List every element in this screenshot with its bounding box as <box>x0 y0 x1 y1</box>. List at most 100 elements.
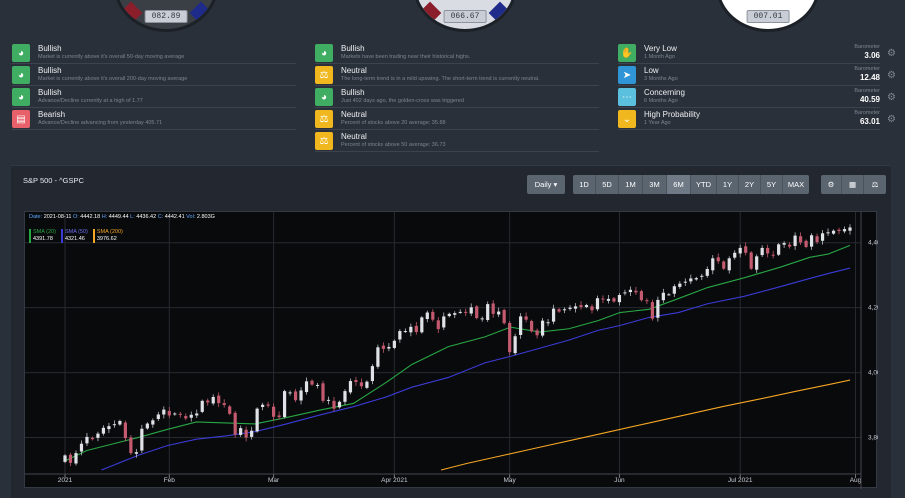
sma-line-2 <box>440 379 851 471</box>
range-button-3m[interactable]: 3M <box>643 175 667 194</box>
indicator-item[interactable]: ⌄ High Probability 1 Year Ago Barometer 63… <box>618 110 880 130</box>
candle-body <box>156 414 160 420</box>
indicator-desc: Advance/Decline advancing from yesterday… <box>38 120 163 126</box>
range-button-max[interactable]: MAX <box>783 175 809 194</box>
candle-body <box>798 236 803 243</box>
gear-icon[interactable]: ⚙ <box>887 92 896 103</box>
candle-body <box>530 320 534 332</box>
sma-line-0 <box>64 244 851 462</box>
indicator-item[interactable]: ✋ Very Low 1 Month Ago Barometer 3.06 <box>618 44 880 64</box>
candle-body <box>112 424 117 426</box>
candle-body <box>628 289 633 293</box>
calculator-button[interactable]: ▦ <box>842 175 864 194</box>
x-tick-label: Jul 2021 <box>728 477 753 484</box>
balance-button[interactable]: ⚖ <box>864 175 886 194</box>
indicator-item[interactable]: ◕ Bullish Market is currently above it's … <box>12 66 187 86</box>
candle-body <box>486 304 490 320</box>
indicator-label: Neutral <box>341 132 367 141</box>
x-tick-label: Aug <box>850 477 862 484</box>
candle-body <box>788 244 792 247</box>
candle-body <box>733 252 737 258</box>
settings-button[interactable]: ⚙ <box>821 175 842 194</box>
divider <box>618 129 880 130</box>
divider <box>618 85 880 86</box>
indicator-item[interactable]: ⚖ Neutral Percent of stocks above 20 aver… <box>315 110 446 130</box>
divider <box>315 63 599 64</box>
stock-chart[interactable]: 4,400 4,200 4,000 3,800 2021 Feb Mar Apr 2021 Ma… <box>24 211 878 489</box>
indicator-item[interactable]: ◕ Bullish Just 402 days ago, the golden-c… <box>315 88 464 108</box>
balance-icon: ⚖ <box>315 110 333 128</box>
candle-body <box>777 244 781 255</box>
close-value: 4442.41 <box>164 214 185 220</box>
candle-body <box>387 346 391 349</box>
gauge-readout: 007.01 <box>746 10 790 23</box>
x-tick-label: May <box>504 477 517 484</box>
candle-body <box>793 235 797 246</box>
candle-body <box>749 252 753 269</box>
candle-body <box>85 436 89 444</box>
legend-value: 4391.78 <box>33 235 53 242</box>
candle-body <box>337 401 342 408</box>
open-label: O: <box>72 214 79 220</box>
range-button-1d[interactable]: 1D <box>573 175 596 194</box>
rocket-icon: ➤ <box>618 66 636 84</box>
barometer: Barometer 40.59 <box>854 88 880 104</box>
candle-body <box>606 298 611 301</box>
range-button-ytd[interactable]: YTD <box>691 175 717 194</box>
barometer-label: Barometer <box>854 44 880 50</box>
indicator-item[interactable]: ◕ Bullish Market is currently above it's … <box>12 44 184 64</box>
indicator-label: Neutral <box>341 66 367 75</box>
range-button-2y[interactable]: 2Y <box>739 175 761 194</box>
balance-icon: ⚖ <box>315 66 333 84</box>
candle-body <box>656 299 660 318</box>
indicator-item[interactable]: ◕ Bullish Advance/Decline currently at a … <box>12 88 143 108</box>
range-button-1y[interactable]: 1Y <box>717 175 739 194</box>
candle-body <box>332 400 336 409</box>
gear-icon[interactable]: ⚙ <box>887 114 896 125</box>
candle-body <box>173 413 177 415</box>
indicator-item[interactable]: ⚖ Neutral Percent of stocks above 50 aver… <box>315 132 446 152</box>
legend-value: 4321.46 <box>64 235 85 242</box>
gauge-icon: ◕ <box>12 88 30 106</box>
indicator-desc: 1 Month Ago <box>644 54 675 60</box>
legend-sma50: SMA (50) 4321.46 <box>60 229 88 243</box>
candle-body <box>837 229 841 232</box>
candle-body <box>233 412 237 435</box>
gauge-dial-3: 007.01 <box>716 0 820 32</box>
sma-line-1 <box>101 267 851 471</box>
range-button-6m[interactable]: 6M <box>667 175 691 194</box>
candle-body <box>579 305 583 308</box>
indicator-item[interactable]: ▤ Bearish Advance/Decline advancing from … <box>12 110 162 130</box>
gear-icon[interactable]: ⚙ <box>887 70 896 81</box>
date-label: Date: <box>29 214 43 220</box>
interval-dropdown[interactable]: Daily ▾ <box>527 175 565 194</box>
indicator-item[interactable]: ⋯ Concerning 6 Months Ago Barometer 40.59 <box>618 88 880 108</box>
high-label: H: <box>101 214 108 220</box>
gear-icon[interactable]: ⚙ <box>887 48 896 59</box>
range-button-5y[interactable]: 5Y <box>761 175 783 194</box>
candle-body <box>370 366 375 382</box>
candle-body <box>134 452 138 454</box>
candle-body <box>617 295 622 303</box>
candle-body <box>167 410 171 416</box>
y-tick-label: 3,800 <box>868 435 878 442</box>
range-button-1m[interactable]: 1M <box>619 175 643 194</box>
indicator-label: Concerning <box>644 88 685 97</box>
indicator-item[interactable]: ◕ Bullish Markets have been trading near … <box>315 44 470 64</box>
divider <box>315 107 599 108</box>
candle-body <box>755 256 759 270</box>
candle-body <box>414 325 418 333</box>
indicator-label: Bullish <box>38 88 62 97</box>
range-button-5d[interactable]: 5D <box>596 175 619 194</box>
divider <box>315 151 599 152</box>
gauge-icon: ◕ <box>12 66 30 84</box>
candle-body <box>711 258 715 271</box>
indicator-item[interactable]: ⚖ Neutral The long-term trend is in a mil… <box>315 66 540 86</box>
date-value: 2021-08-11 <box>43 214 72 220</box>
candle-body <box>661 292 665 301</box>
candle-body <box>815 236 819 243</box>
x-tick-label: Jun <box>614 477 625 484</box>
candle-body <box>354 380 358 383</box>
indicator-item[interactable]: ➤ Low 3 Months Ago Barometer 12.48 <box>618 66 880 86</box>
candle-body <box>573 306 578 309</box>
